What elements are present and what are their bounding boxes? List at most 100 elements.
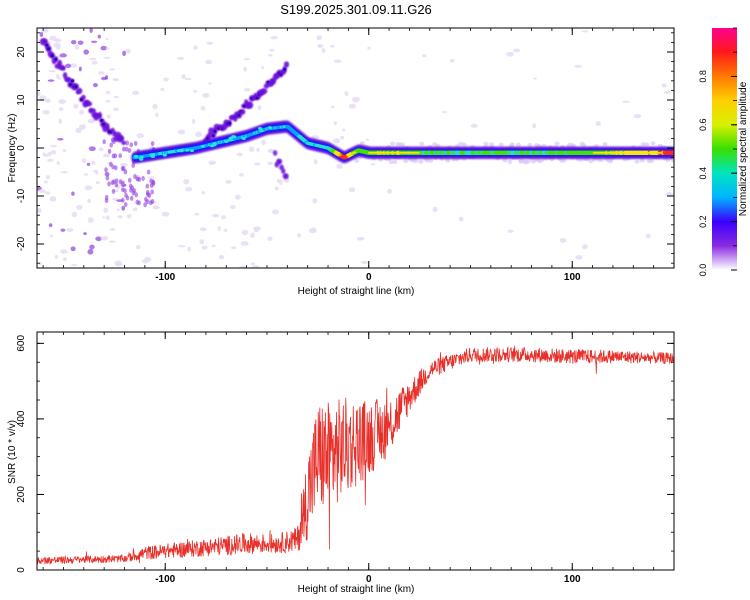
branch-scatter-blob (150, 189, 154, 195)
spectrogram-noise-blob (103, 56, 111, 59)
spectrogram-noise-blob (45, 174, 50, 180)
spectrogram-noise-blob (76, 204, 83, 210)
spectrogram-noise-blob (582, 244, 588, 250)
spectrogram-noise-blob (422, 54, 427, 58)
spectrogram-noise-blob (312, 198, 318, 204)
spectrogram-noise-blob (71, 263, 78, 267)
spectrogram-noise-blob (83, 49, 90, 55)
spectrogram-halo-blob (649, 159, 655, 164)
spectrogram-noise-blob (74, 44, 80, 50)
spectrogram-noise-blob (98, 71, 105, 75)
ridge-cyan-patch (139, 155, 144, 159)
spectrogram-noise-blob (348, 103, 357, 109)
spectrogram-noise-blob (243, 58, 251, 61)
spectrogram-noise-blob (100, 235, 109, 241)
spectrogram-noise-blob (177, 129, 185, 135)
spectrogram-noise-blob (54, 255, 59, 259)
upper-branch-core (47, 47, 51, 51)
spectrogram-noise-blob (117, 215, 123, 219)
spectrogram-noise-blob (45, 191, 51, 195)
spectrogram-noise-blob (236, 152, 243, 157)
spectrogram-halo-blob (428, 158, 434, 163)
spectrogram-noise-blob (83, 173, 89, 176)
snr-y-tick-label: 200 (16, 486, 27, 503)
spectrogram-noise-blob (161, 211, 170, 217)
spectrogram-noise-blob (230, 246, 237, 250)
spectrogram-noise-blob (56, 161, 60, 165)
spectrogram-noise-blob (370, 163, 376, 166)
spectrogram-noise-blob (60, 249, 68, 254)
spectrogram-noise-blob (365, 138, 370, 141)
branch-scatter-blob (133, 141, 138, 147)
spectrogram-noise-blob (313, 159, 318, 165)
ridge-cyan-patch (209, 144, 215, 148)
spectrogram-y-tick-label: -10 (16, 188, 27, 203)
spectrogram-noise-blob (112, 77, 119, 82)
right-branch-core (211, 134, 215, 138)
spectrogram-noise-blob (240, 241, 249, 246)
spectrogram-noise-blob (89, 57, 97, 61)
branch-scatter-blob (118, 179, 123, 185)
spectrogram-noise-blob (39, 95, 47, 101)
branch-scatter-blob (102, 139, 107, 145)
spectrogram-noise-blob (272, 209, 279, 215)
spectrogram-noise-blob (71, 191, 75, 196)
spectrogram-noise-blob (239, 265, 247, 268)
spectrogram-noise-blob (212, 213, 220, 218)
branch-scatter-blob (150, 141, 155, 147)
colorbar-tick-label: 0.2 (698, 215, 708, 228)
spectrogram-noise-blob (103, 153, 110, 158)
spectrogram-noise-blob (199, 227, 207, 232)
spectrogram-noise-blob (185, 186, 193, 192)
upper-branch-core (74, 85, 78, 89)
branch-scatter-blob (111, 188, 116, 194)
spectrogram-noise-blob (581, 30, 589, 33)
snr-x-tick-label: 0 (366, 574, 372, 585)
snr-y-tick-label: 400 (16, 410, 27, 427)
ridge-cyan-patch (150, 155, 156, 158)
spectrogram-noise-blob (102, 216, 106, 219)
spectrogram-halo-blob (607, 159, 613, 164)
spectrogram-noise-blob (575, 255, 583, 260)
colorbar-tick-label: 0.0 (698, 264, 708, 277)
spectrogram-noise-blob (194, 212, 200, 216)
snr-series-line (37, 345, 674, 565)
spectrogram-noise-blob (48, 69, 56, 73)
spectrogram-noise-blob (92, 83, 98, 88)
branch-scatter-blob (121, 197, 125, 203)
spectrogram-noise-blob (47, 79, 55, 82)
spectrogram-halo-blob (483, 141, 489, 146)
branch-scatter-blob (114, 182, 119, 188)
spectrogram-noise-blob (267, 54, 273, 57)
spectrogram-noise-blob (153, 206, 160, 209)
branch-scatter-blob (121, 146, 126, 152)
spectrogram-noise-blob (201, 245, 208, 250)
spectrogram-halo-blob (413, 159, 419, 164)
spectrogram-noise-blob (254, 162, 261, 166)
spectrogram-halo-blob (584, 157, 590, 162)
branch-scatter-blob (120, 165, 125, 171)
right-branch-core (283, 67, 287, 71)
branch-scatter-blob (110, 180, 115, 186)
snr-frame (36, 331, 675, 571)
spectrogram-noise-blob (104, 171, 110, 177)
branch-scatter-blob (107, 181, 111, 187)
spectrogram-noise-blob (330, 105, 335, 109)
ridge-cyan-patch (150, 153, 156, 156)
spectrogram-noise-blob (89, 244, 95, 250)
spectrogram-noise-blob (50, 234, 54, 238)
spectrogram-noise-blob (274, 186, 279, 191)
spectrogram-noise-blob (663, 90, 671, 94)
spectrogram-noise-blob (122, 50, 126, 57)
spectrogram-noise-blob (59, 53, 67, 58)
branch-scatter-blob (129, 142, 134, 148)
branch-scatter-blob (131, 190, 136, 196)
branch-scatter-blob (127, 177, 132, 183)
spectrogram-noise-blob (116, 208, 120, 212)
ridge-cyan-patch (179, 149, 184, 153)
spectrogram-noise-blob (261, 66, 265, 70)
spectrogram-halo-blob (650, 141, 656, 146)
ridge-cyan-patch (200, 144, 206, 148)
spectrogram-halo-blob (455, 144, 461, 149)
